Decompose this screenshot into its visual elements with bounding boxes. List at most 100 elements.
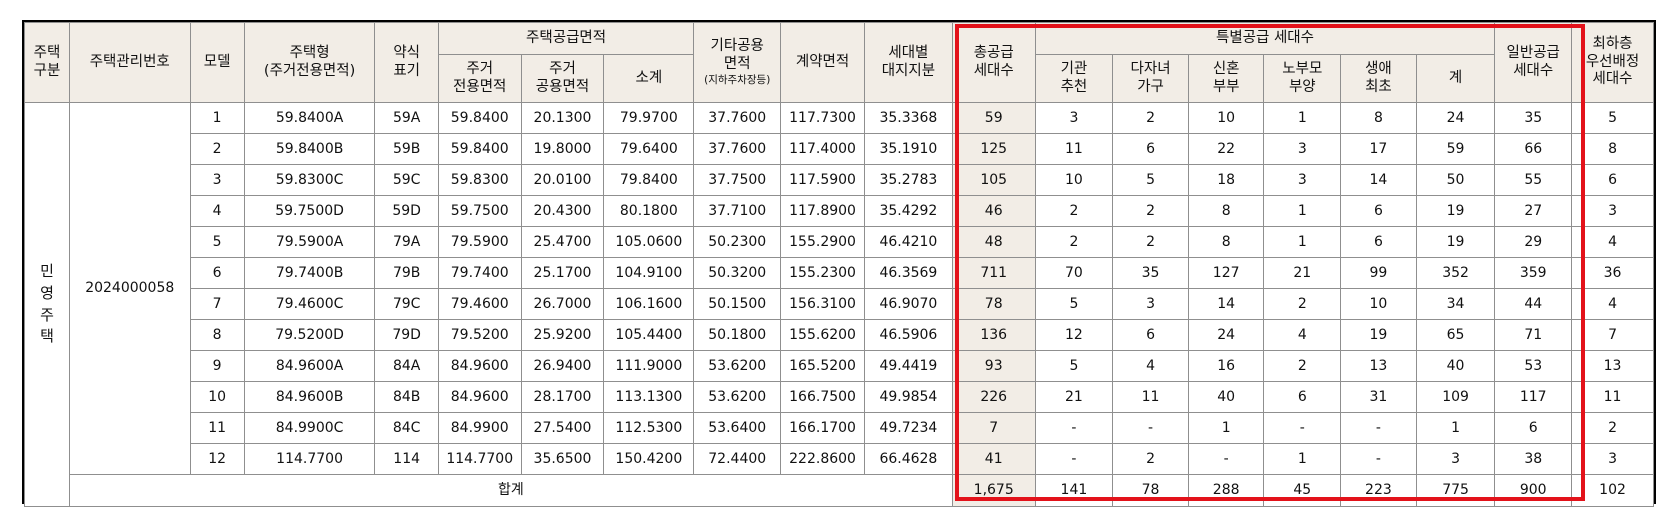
table-cell: 155.2300	[780, 257, 865, 289]
table-cell: 166.7500	[780, 381, 865, 413]
table-cell: 106.1600	[603, 288, 695, 320]
table-cell: 117.4000	[780, 133, 865, 165]
table-cell: 49.7234	[863, 412, 953, 444]
table-cell: 53	[1494, 350, 1573, 382]
table-cell: 20.4300	[520, 195, 605, 227]
table-cell: 4	[1263, 319, 1342, 351]
table-cell: 6	[1112, 133, 1189, 165]
housing-category-char: 주	[40, 305, 54, 324]
table-cell: 2	[1112, 443, 1189, 475]
table-cell: 79.5900	[437, 226, 522, 258]
table-cell: 65	[1415, 319, 1496, 351]
header-other-common: 기타공용 면적 (지하주차장등)	[693, 22, 782, 103]
table-cell: 79.4600	[437, 288, 522, 320]
table-cell: 6	[1112, 319, 1189, 351]
table-cell: 59.8400B	[243, 133, 376, 165]
header-newlywed: 신혼 부부	[1187, 54, 1265, 103]
table-cell: 3	[189, 164, 245, 196]
supply-table-frame: 주택 구분 주택관리번호 모델 주택형 (주거전용면적) 약식 표기 주택공급면적 기…	[22, 20, 1656, 507]
header-other-common-note: (지하주차장등)	[704, 74, 771, 87]
table-cell: 79.8400	[603, 164, 695, 196]
table-cell: 71	[1494, 319, 1573, 351]
table-cell: 125	[951, 133, 1036, 165]
table-cell: 16	[1187, 350, 1265, 382]
total-cell: 141	[1034, 474, 1114, 507]
table-cell: 11	[1571, 381, 1654, 413]
table-cell: 117.8900	[780, 195, 865, 227]
table-cell: 59.8400	[437, 102, 522, 134]
table-cell: 11	[1112, 381, 1189, 413]
header-contract-area: 계약면적	[780, 22, 865, 103]
table-cell: 2	[1263, 350, 1342, 382]
table-cell: 84.9600	[437, 381, 522, 413]
table-cell: 46.5906	[863, 319, 953, 351]
table-cell: 112.5300	[603, 412, 695, 444]
table-cell: 8	[189, 319, 245, 351]
header-elderly-parent: 노부모 부양	[1263, 54, 1342, 103]
header-supply-area: 주택공급면적	[437, 22, 695, 55]
table-cell: -	[1034, 412, 1114, 444]
table-cell: 53.6200	[693, 350, 782, 382]
table-cell: 19	[1340, 319, 1417, 351]
table-cell: 127	[1187, 257, 1265, 289]
table-cell: 79B	[374, 257, 439, 289]
table-row: 7 79.4600C 79C 79.4600 26.7000 106.1600 50.150…	[25, 288, 1654, 320]
table-cell: 8	[1187, 195, 1265, 227]
table-cell: 26.7000	[520, 288, 605, 320]
table-cell: 50	[1415, 164, 1496, 196]
table-cell: 11	[1034, 133, 1114, 165]
table-cell: 35.6500	[520, 443, 605, 475]
table-cell: 59D	[374, 195, 439, 227]
table-cell: 34	[1415, 288, 1496, 320]
table-cell: 55	[1494, 164, 1573, 196]
table-cell: 4	[1571, 226, 1654, 258]
table-cell: -	[1187, 443, 1265, 475]
table-cell: 66	[1494, 133, 1573, 165]
table-cell: 35.1910	[863, 133, 953, 165]
table-cell: 26.9400	[520, 350, 605, 382]
table-cell: 10	[1340, 288, 1417, 320]
table-cell: 1	[189, 102, 245, 134]
table-cell: 84.9600	[437, 350, 522, 382]
table-cell: 2	[1034, 195, 1114, 227]
table-cell: 37.7600	[693, 133, 782, 165]
table-cell: 59	[1415, 133, 1496, 165]
table-cell: 59A	[374, 102, 439, 134]
table-cell: 10	[1034, 164, 1114, 196]
table-cell: 79C	[374, 288, 439, 320]
table-row: 2 59.8400B 59B 59.8400 19.8000 79.6400 37.7600…	[25, 133, 1654, 165]
table-cell: 1	[1187, 412, 1265, 444]
table-cell: 35.2783	[863, 164, 953, 196]
table-cell: 50.3200	[693, 257, 782, 289]
table-cell: 5	[1034, 288, 1114, 320]
table-row: 민 영 주 택 2024000058 1 59.8400A 59A 59.8400 20.1300…	[24, 102, 1654, 507]
table-cell: 93	[951, 350, 1036, 382]
table-cell: 29	[1494, 226, 1573, 258]
table-cell: 84B	[374, 381, 439, 413]
header-res-common: 주거 공용면적	[520, 54, 605, 103]
header-housing-type: 주택 구분	[24, 22, 70, 103]
table-cell: 9	[189, 350, 245, 382]
table-cell: 222.8600	[780, 443, 865, 475]
table-cell: 44	[1494, 288, 1573, 320]
table-cell: 35	[1112, 257, 1189, 289]
table-cell: 2	[1112, 102, 1189, 134]
table-cell: 105.4400	[603, 319, 695, 351]
table-cell: 5	[1112, 164, 1189, 196]
table-cell: 37.7100	[693, 195, 782, 227]
table-cell: 35	[1494, 102, 1573, 134]
table-cell: 114.7700	[243, 443, 376, 475]
table-cell: -	[1263, 412, 1342, 444]
table-cell: 10	[1187, 102, 1265, 134]
table-row: 9 84.9600A 84A 84.9600 26.9400 111.9000 53.620…	[25, 350, 1654, 382]
table-cell: 3	[1034, 102, 1114, 134]
table-cell: 3	[1263, 133, 1342, 165]
table-cell: -	[1340, 443, 1417, 475]
table-row: 12 114.7700 114 114.7700 35.6500 150.4200 72.4…	[25, 443, 1654, 475]
table-cell: 20.0100	[520, 164, 605, 196]
table-cell: 4	[1112, 350, 1189, 382]
table-cell: 84.9900	[437, 412, 522, 444]
table-cell: 5	[1571, 102, 1654, 134]
table-cell: 50.1800	[693, 319, 782, 351]
header-model: 모델	[189, 22, 245, 103]
